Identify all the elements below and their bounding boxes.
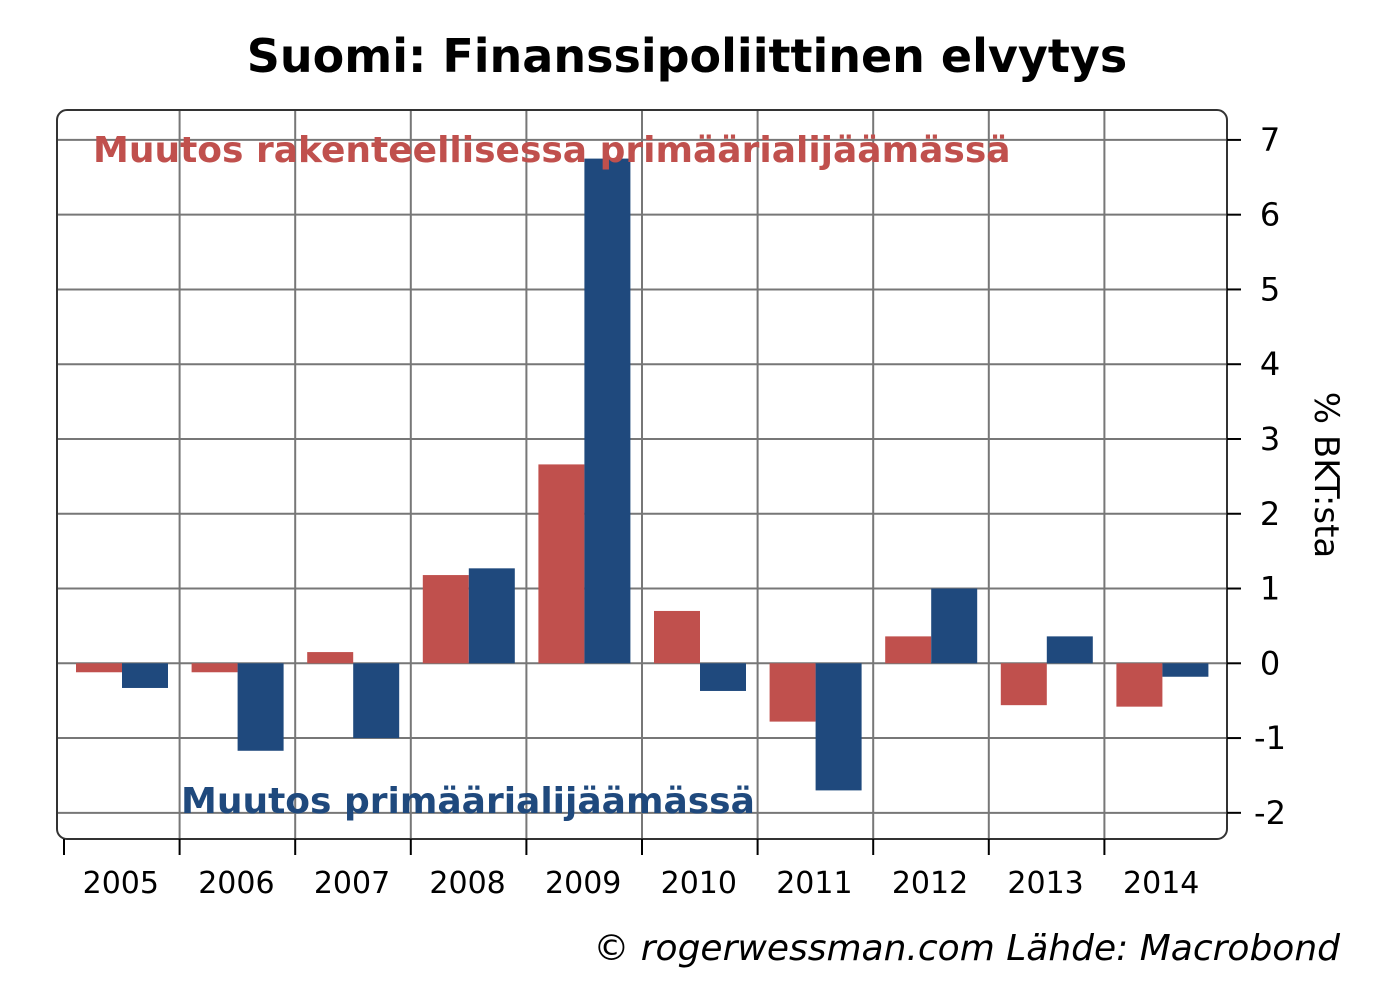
x-tick-label: 2013: [1007, 866, 1083, 901]
y-tick-label: -1: [1254, 719, 1286, 757]
y-tick-label: -2: [1254, 794, 1286, 832]
bar-structural-2005: [76, 663, 122, 673]
bar-structural-2007: [307, 652, 354, 664]
bar-primary-2010: [700, 663, 746, 691]
bar-primary-2005: [122, 663, 168, 688]
bar-structural-2014: [1116, 663, 1163, 707]
bar-primary-2013: [1046, 636, 1093, 664]
series-label-primary: Muutos primäärialijäämässä: [181, 781, 755, 822]
y-tick-label: 6: [1260, 196, 1280, 234]
y-tick-label: 3: [1260, 420, 1280, 458]
x-tick-label: 2014: [1123, 866, 1199, 901]
bar-structural-2013: [1000, 663, 1047, 706]
bar-structural-2006: [191, 663, 238, 673]
chart-title: Suomi: Finanssipoliittinen elvytys: [247, 29, 1127, 83]
x-tick-label: 2012: [892, 866, 968, 901]
bar-structural-2010: [654, 610, 700, 664]
y-tick-label: 1: [1260, 570, 1280, 608]
bar-structural-2008: [422, 575, 469, 664]
source-credit: © rogerwessman.com Lähde: Macrobond: [593, 928, 1341, 969]
bar-primary-2006: [237, 663, 284, 751]
bar-structural-2009: [538, 464, 585, 664]
y-tick-label: 2: [1260, 495, 1280, 533]
x-tick-label: 2005: [83, 866, 159, 901]
y-axis-label: % BKT:sta: [1306, 392, 1346, 558]
x-tick-label: 2010: [661, 866, 737, 901]
bar-primary-2012: [931, 588, 978, 664]
x-tick-label: 2009: [545, 866, 621, 901]
x-tick-label: 2011: [776, 866, 852, 901]
bar-primary-2007: [353, 663, 400, 739]
bar-primary-2009: [584, 158, 631, 664]
bar-structural-2012: [885, 636, 932, 664]
bar-primary-2008: [468, 568, 515, 664]
x-tick-label: 2008: [429, 866, 505, 901]
x-axis: 2005 2006 2007 2008 2009 2010 2011 2012 2013 2014: [63, 839, 1199, 901]
y-axis: -2 -1 0 1 2 3 4 5 6 7: [1227, 121, 1286, 832]
y-tick-label: 4: [1260, 345, 1280, 383]
grid: [57, 110, 1227, 839]
bar-primary-2011: [815, 663, 862, 791]
bar-primary-2014: [1162, 663, 1209, 677]
series-label-structural: Muutos rakenteellisessa primäärialijäämä…: [93, 130, 1011, 171]
x-tick-label: 2006: [198, 866, 274, 901]
bars: [76, 158, 1209, 791]
bar-structural-2011: [769, 663, 816, 722]
y-tick-label: 5: [1260, 270, 1280, 308]
y-tick-label: 7: [1260, 121, 1280, 159]
y-tick-label: 0: [1260, 644, 1280, 682]
x-tick-label: 2007: [314, 866, 390, 901]
